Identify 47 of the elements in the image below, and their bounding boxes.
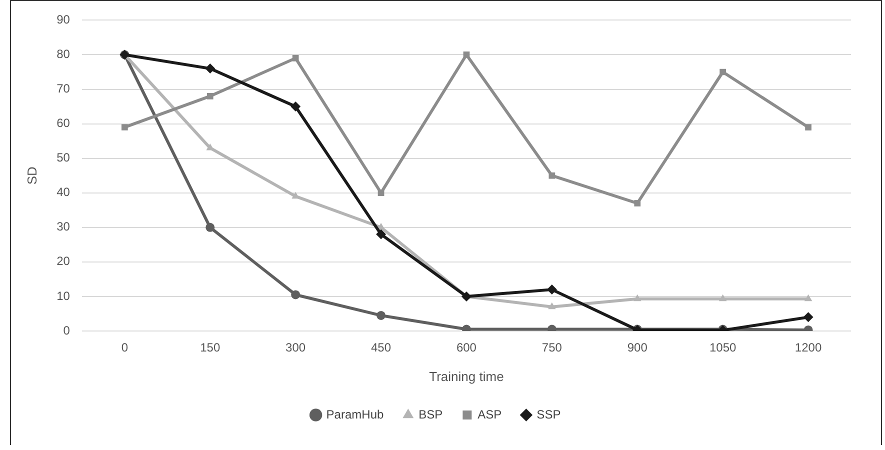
y-tick-label: 20 bbox=[56, 254, 70, 268]
point bbox=[805, 124, 812, 130]
x-tick-label: 450 bbox=[371, 340, 392, 355]
point bbox=[461, 291, 472, 302]
point bbox=[634, 200, 641, 206]
x-tick-label: 1200 bbox=[794, 340, 822, 355]
y-tick-label: 0 bbox=[63, 323, 70, 338]
x-axis-title: Training time bbox=[429, 368, 504, 384]
point bbox=[206, 222, 215, 232]
point bbox=[718, 294, 727, 302]
y-tick-label: 60 bbox=[56, 116, 70, 130]
point bbox=[463, 52, 470, 58]
x-tick-label: 600 bbox=[456, 340, 477, 355]
x-tick-label: 750 bbox=[542, 340, 562, 355]
legend-label: BSP bbox=[418, 407, 443, 422]
point bbox=[121, 124, 128, 130]
point bbox=[548, 302, 556, 310]
y-tick-label: 90 bbox=[56, 12, 70, 27]
y-tick-label: 40 bbox=[56, 185, 70, 200]
x-tick-label: 300 bbox=[286, 340, 306, 355]
x-tick-label: 900 bbox=[627, 340, 648, 355]
point bbox=[804, 294, 812, 302]
point bbox=[292, 55, 299, 62]
point bbox=[378, 190, 384, 196]
y-tick-label: 80 bbox=[56, 47, 70, 62]
legend-label: ParamHub bbox=[326, 407, 384, 422]
point bbox=[720, 68, 726, 76]
point bbox=[803, 312, 814, 322]
point bbox=[376, 229, 386, 240]
y-tick-label: 70 bbox=[56, 82, 70, 96]
point bbox=[291, 290, 300, 300]
y-tick-label: 50 bbox=[56, 150, 70, 165]
x-tick-label: 0 bbox=[121, 340, 128, 355]
point bbox=[206, 92, 214, 100]
y-axis-title: SD bbox=[24, 166, 40, 185]
point bbox=[548, 172, 556, 179]
legend-label: ASP bbox=[478, 407, 502, 422]
legend-label: SSP bbox=[536, 407, 561, 422]
x-tick-label: 150 bbox=[200, 340, 220, 355]
y-tick-label: 10 bbox=[56, 288, 70, 303]
point bbox=[290, 102, 301, 112]
y-tick-label: 30 bbox=[56, 220, 70, 234]
x-tick-label: 1050 bbox=[709, 340, 736, 355]
point bbox=[546, 284, 557, 295]
point bbox=[376, 310, 386, 320]
point bbox=[633, 294, 642, 302]
point bbox=[205, 64, 216, 74]
